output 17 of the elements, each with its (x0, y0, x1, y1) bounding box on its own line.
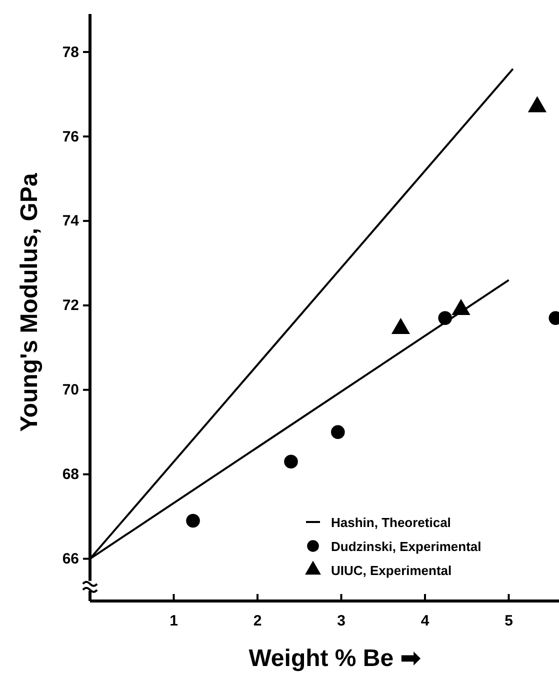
y-tick-label: 66 (62, 550, 79, 568)
x-tick-label: 2 (253, 612, 262, 630)
x-tick-label: 5 (504, 612, 513, 630)
y-tick-label: 68 (62, 466, 79, 484)
y-tick-label: 72 (62, 297, 79, 314)
x-axis-title: Weight % Be ➡ (248, 645, 422, 672)
x-tick-label: 1 (170, 612, 178, 630)
legend-label: Hashin, Theoretical (331, 515, 451, 530)
y-tick-label: 70 (62, 382, 79, 399)
y-axis-title: Young's Modulus, GPa (16, 172, 43, 432)
legend-label: Dudzinski, Experimental (331, 539, 482, 554)
y-tick-label: 74 (62, 212, 80, 230)
y-tick-label: 76 (62, 128, 79, 146)
legend-label: UIUC, Experimental (331, 563, 452, 578)
y-tick-label: 78 (62, 44, 79, 61)
x-tick-label: 4 (420, 612, 430, 630)
x-tick-label: 3 (337, 612, 346, 630)
